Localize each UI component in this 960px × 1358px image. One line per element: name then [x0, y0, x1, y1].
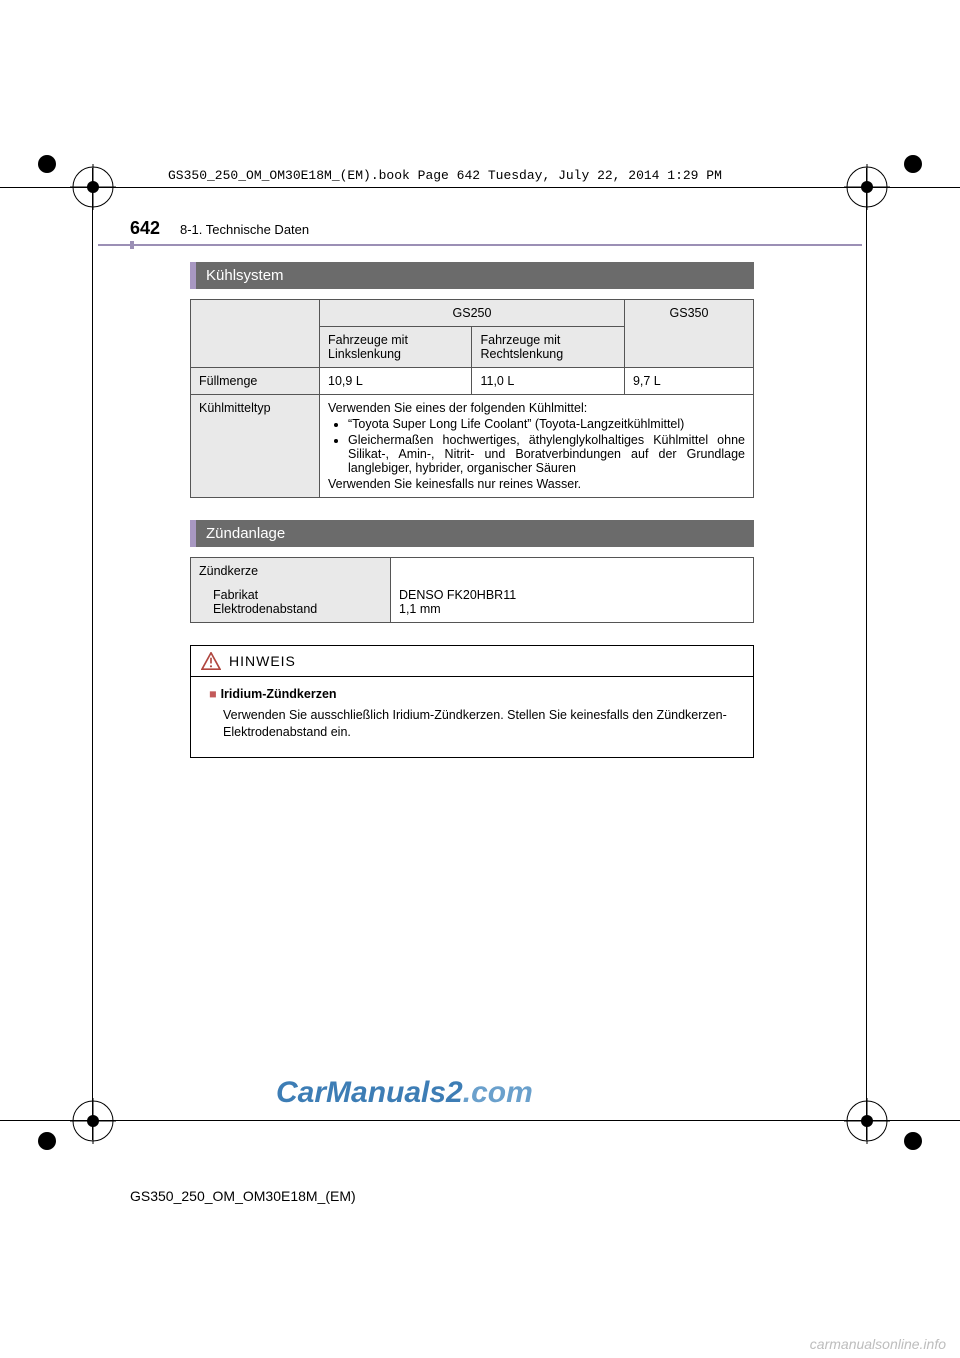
crop-line-top	[0, 187, 960, 188]
reg-mark-icon	[70, 164, 116, 210]
ignition-heading: Zündanlage	[190, 520, 754, 547]
reg-mark-icon	[70, 1098, 116, 1144]
cooling-heading: Kühlsystem	[190, 262, 754, 289]
notice-header: HINWEIS	[191, 646, 753, 677]
table-row-label: Füllmenge	[191, 368, 320, 395]
coolant-intro: Verwenden Sie eines der folgenden Kühlmi…	[328, 401, 587, 415]
ignition-value: 1,1 mm	[399, 602, 745, 616]
print-header-line: GS350_250_OM_OM30E18M_(EM).book Page 642…	[168, 168, 722, 183]
notice-body: ■ Iridium-Zündkerzen Verwenden Sie aussch…	[191, 677, 753, 757]
table-header: GS250	[320, 300, 625, 327]
notice-subheading: Iridium-Zündkerzen	[221, 687, 337, 701]
crop-line-right	[866, 168, 867, 1140]
ignition-value-cell: DENSO FK20HBR11 1,1 mm	[391, 558, 754, 623]
ignition-sublabel: Elektrodenabstand	[213, 602, 382, 616]
reg-dot-icon	[38, 155, 56, 173]
content-area: Kühlsystem GS250 GS350 Fahrzeuge mit Lin…	[190, 262, 754, 758]
reg-mark-icon	[844, 1098, 890, 1144]
ignition-label: Zündkerze	[199, 564, 382, 578]
coolant-outro: Verwenden Sie keinesfalls nur reines Was…	[328, 477, 581, 491]
reg-dot-icon	[904, 1132, 922, 1150]
table-header: GS350	[624, 300, 753, 368]
footer-site: carmanualsonline.info	[810, 1336, 946, 1352]
table-row-label: Kühlmitteltyp	[191, 395, 320, 498]
reg-dot-icon	[38, 1132, 56, 1150]
watermark: CarManuals2.com	[276, 1076, 533, 1110]
crop-line-bottom	[0, 1120, 960, 1121]
reg-dot-icon	[904, 155, 922, 173]
watermark-part2: .com	[463, 1076, 533, 1109]
divider-tick	[130, 241, 134, 249]
page-root: GS350_250_OM_OM30E18M_(EM).book Page 642…	[0, 0, 960, 1358]
notice-heading-text: HINWEIS	[229, 653, 296, 669]
notice-box: HINWEIS ■ Iridium-Zündkerzen Verwenden Si…	[190, 645, 754, 758]
table-cell: 9,7 L	[624, 368, 753, 395]
coolant-bullet: “Toyota Super Long Life Coolant” (Toyota…	[348, 417, 745, 431]
divider-line	[98, 244, 862, 246]
ignition-sublabel: Fabrikat	[213, 588, 382, 602]
crop-line-left	[92, 168, 93, 1140]
ignition-table: Zündkerze Fabrikat Elektrodenabstand DEN…	[190, 557, 754, 623]
cooling-table: GS250 GS350 Fahrzeuge mit Linkslenkung F…	[190, 299, 754, 498]
page-number: 642	[130, 218, 160, 239]
reg-mark-icon	[844, 164, 890, 210]
ignition-value: DENSO FK20HBR11	[399, 588, 745, 602]
table-subheader: Fahrzeuge mit Rechtslenkung	[472, 327, 624, 368]
warning-triangle-icon	[201, 652, 221, 670]
section-title: 8-1. Technische Daten	[180, 222, 309, 237]
footer-code: GS350_250_OM_OM30E18M_(EM)	[130, 1188, 356, 1204]
ignition-label-cell: Zündkerze Fabrikat Elektrodenabstand	[191, 558, 391, 623]
table-cell: 11,0 L	[472, 368, 624, 395]
table-cell-coolant-type: Verwenden Sie eines der folgenden Kühlmi…	[320, 395, 754, 498]
table-subheader: Fahrzeuge mit Linkslenkung	[320, 327, 472, 368]
square-bullet-icon: ■	[209, 687, 217, 701]
watermark-part1: CarManuals2	[276, 1076, 463, 1109]
table-cell-blank	[191, 300, 320, 368]
coolant-bullet: Gleichermaßen hochwertiges, äthylenglyko…	[348, 433, 745, 475]
notice-text: Verwenden Sie ausschließlich Iridium-Zün…	[223, 707, 735, 741]
table-cell: 10,9 L	[320, 368, 472, 395]
